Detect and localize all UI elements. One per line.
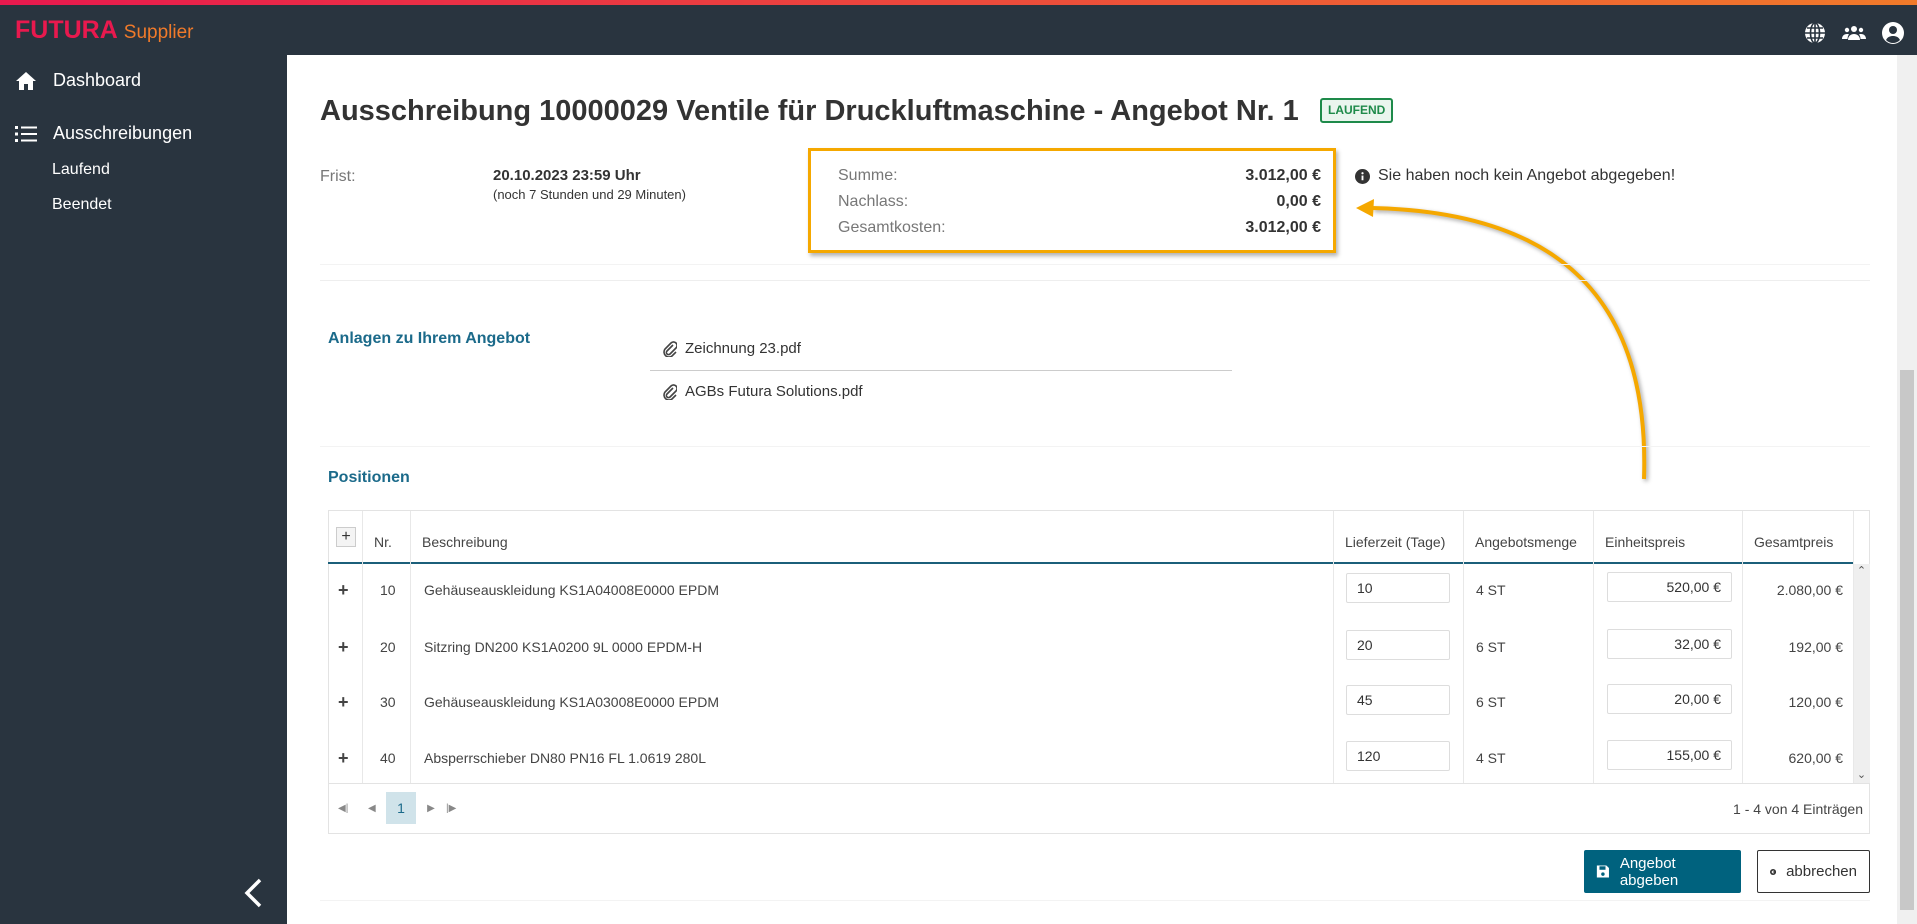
paperclip-icon (663, 383, 677, 400)
info-message: Sie haben noch kein Angebot abgegeben! (1355, 167, 1675, 185)
attachment-name: Zeichnung 23.pdf (685, 340, 801, 357)
brand-strip (0, 0, 1917, 5)
row-description: Gehäuseauskleidung KS1A03008E0000 EPDM (424, 694, 719, 710)
total-value: 3.012,00 € (1245, 219, 1321, 236)
table-scrollbar[interactable]: ⌃ ⌄ (1853, 564, 1870, 783)
attachment-link[interactable]: AGBs Futura Solutions.pdf (663, 383, 863, 400)
info-text: Sie haben noch kein Angebot abgegeben! (1378, 167, 1676, 184)
unit-price-input[interactable]: 32,00 € (1607, 629, 1732, 659)
expand-row-button[interactable]: + (338, 747, 349, 768)
scroll-down-icon[interactable]: ⌄ (1856, 769, 1867, 781)
row-quantity: 6 ST (1476, 694, 1506, 710)
sidebar-item-label: Dashboard (53, 70, 142, 90)
row-quantity: 4 ST (1476, 750, 1506, 766)
column-divider (362, 511, 363, 783)
deadline-remaining: (noch 7 Stunden und 29 Minuten) (493, 187, 686, 202)
status-badge: LAUFEND (1320, 98, 1394, 123)
row-description: Absperrschieber DN80 PN16 FL 1.0619 280L (424, 750, 706, 766)
submit-offer-button[interactable]: Angebot abgeben (1584, 850, 1741, 893)
row-nr: 30 (380, 694, 396, 710)
globe-icon[interactable] (1803, 21, 1827, 45)
column-header[interactable]: Nr. (374, 534, 392, 550)
logo[interactable]: FUTURA Supplier (15, 16, 194, 44)
first-page-icon[interactable]: ◀​| (338, 802, 349, 814)
sidebar-item-laufend[interactable]: Laufend (52, 161, 110, 178)
lead-time-input[interactable]: 10 (1346, 573, 1450, 603)
positions-heading: Positionen (328, 469, 410, 486)
row-total: 2.080,00 € (1776, 582, 1843, 598)
home-icon (16, 71, 36, 90)
attachments-heading: Anlagen zu Ihrem Angebot (328, 330, 531, 347)
column-header[interactable]: Einheitspreis (1605, 534, 1686, 550)
column-divider (410, 511, 411, 783)
unit-price-input[interactable]: 520,00 € (1607, 572, 1732, 602)
row-nr: 20 (380, 639, 396, 655)
prev-page-icon[interactable]: ◀ (368, 802, 376, 814)
column-header[interactable]: Angebotsmenge (1475, 534, 1577, 550)
sidebar-item-ausschreibungen[interactable]: Ausschreibungen (15, 123, 192, 144)
pager-summary: 1 - 4 von 4 Einträgen (1733, 801, 1863, 817)
row-nr: 40 (380, 750, 396, 766)
discount-value: 0,00 € (1276, 193, 1321, 210)
account-icon[interactable] (1881, 21, 1905, 45)
attachment-link[interactable]: Zeichnung 23.pdf (663, 340, 801, 357)
column-divider (1593, 511, 1594, 783)
list-icon (15, 125, 37, 142)
expand-all-button[interactable]: + (336, 527, 356, 547)
unit-price-input[interactable]: 20,00 € (1607, 684, 1732, 714)
last-page-icon[interactable]: |▶ (446, 802, 457, 814)
total-label: Gesamtkosten: (838, 219, 946, 236)
lead-time-input[interactable]: 120 (1346, 741, 1450, 771)
row-total: 620,00 € (1788, 750, 1844, 766)
expand-row-button[interactable]: + (338, 636, 349, 657)
deadline-value: 20.10.2023 23:59 Uhr (493, 167, 641, 184)
column-divider (1853, 511, 1854, 783)
column-header[interactable]: Gesamtpreis (1754, 534, 1834, 550)
chevron-left-icon[interactable] (242, 877, 264, 909)
expand-row-button[interactable]: + (338, 691, 349, 712)
lead-time-input[interactable]: 45 (1346, 685, 1450, 715)
sum-value: 3.012,00 € (1245, 167, 1321, 184)
button-label: abbrechen (1786, 863, 1857, 880)
positions-table (328, 510, 1870, 834)
pagination: ◀​| ◀ 1 ▶ |▶ (338, 792, 476, 824)
column-header[interactable]: Lieferzeit (Tage) (1345, 534, 1446, 550)
discount-label: Nachlass: (838, 193, 909, 210)
row-nr: 10 (380, 582, 396, 598)
row-quantity: 4 ST (1476, 582, 1506, 598)
page-1-button[interactable]: 1 (386, 792, 416, 824)
sum-label: Summe: (838, 167, 898, 184)
top-bar (0, 5, 1917, 55)
paperclip-icon (663, 340, 677, 357)
row-total: 192,00 € (1788, 639, 1844, 655)
unit-price-input[interactable]: 155,00 € (1607, 740, 1732, 770)
column-divider (1333, 511, 1334, 783)
column-divider (1463, 511, 1464, 783)
expand-row-button[interactable]: + (338, 579, 349, 600)
row-total: 120,00 € (1788, 694, 1844, 710)
button-label: Angebot abgeben (1619, 854, 1679, 889)
arrow-left-circle-icon (1770, 868, 1777, 875)
users-icon[interactable] (1842, 21, 1866, 45)
sidebar-item-dashboard[interactable]: Dashboard (15, 70, 141, 91)
page-scrollbar-thumb[interactable] (1900, 370, 1914, 910)
column-divider (1742, 511, 1743, 783)
page-title: Ausschreibung 10000029 Ventile für Druck… (320, 95, 1299, 127)
sidebar-item-label: Ausschreibungen (53, 123, 193, 143)
scroll-up-icon[interactable]: ⌃ (1856, 565, 1867, 577)
row-quantity: 6 ST (1476, 639, 1506, 655)
sidebar: Dashboard Ausschreibungen Laufend Beende… (0, 55, 287, 924)
next-page-icon[interactable]: ▶ (427, 802, 435, 814)
deadline-label: Frist: (320, 168, 356, 185)
cancel-button[interactable]: abbrechen (1757, 850, 1870, 893)
cost-summary: Summe: 3.012,00 € Nachlass: 0,00 € Gesamtk… (808, 148, 1336, 253)
info-icon (1355, 168, 1370, 184)
save-icon (1596, 865, 1609, 878)
row-description: Sitzring DN200 KS1A0200 9L 0000 EPDM-H (424, 639, 703, 655)
sidebar-item-beendet[interactable]: Beendet (52, 196, 112, 213)
row-description: Gehäuseauskleidung KS1A04008E0000 EPDM (424, 582, 719, 598)
column-header[interactable]: Beschreibung (422, 534, 508, 550)
attachment-name: AGBs Futura Solutions.pdf (685, 383, 863, 400)
lead-time-input[interactable]: 20 (1346, 630, 1450, 660)
